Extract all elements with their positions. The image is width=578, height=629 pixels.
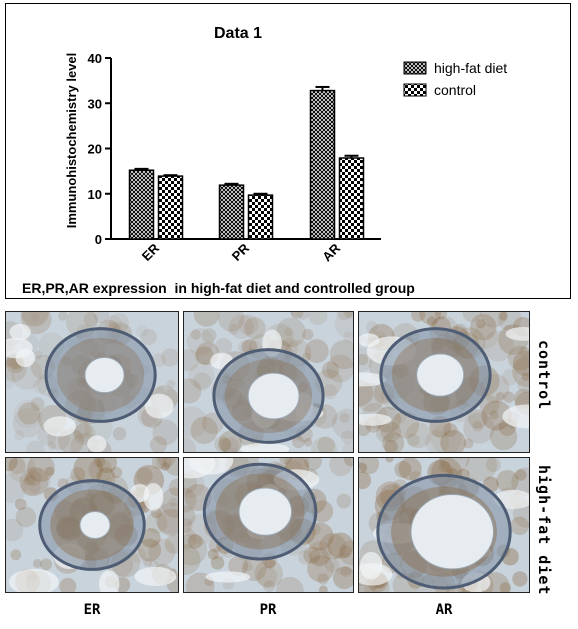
tissue-image	[359, 312, 529, 452]
row-label-control: control	[535, 340, 553, 411]
tissue-image	[359, 458, 529, 592]
tissue-image	[184, 312, 353, 452]
tissue-image	[184, 458, 353, 592]
bar-hfd-ar	[309, 89, 336, 240]
x-tick-label-ar: AR	[319, 240, 343, 264]
tissue-image	[6, 458, 178, 592]
y-axis-label: Immunohistochemistry level	[64, 53, 79, 229]
bar-control-pr	[247, 194, 274, 240]
micrograph-hfd-er	[5, 457, 179, 593]
column-label-ar: AR	[435, 602, 453, 618]
micrograph-control-ar	[358, 311, 530, 453]
y-tick-label: 0	[95, 232, 102, 247]
bar-control-ar	[338, 157, 365, 240]
legend-swatch-control	[403, 83, 427, 97]
x-tick-label-er: ER	[139, 240, 163, 264]
chart-caption: ER,PR,AR expression in high-fat diet and…	[22, 280, 415, 296]
column-label-er: ER	[83, 602, 101, 618]
micrograph-hfd-ar	[358, 457, 530, 593]
y-tick-label: 30	[88, 96, 102, 111]
bar-control-er	[157, 175, 184, 240]
x-tick-label-pr: PR	[229, 240, 253, 264]
chart-title: Data 1	[214, 25, 262, 42]
column-label-pr: PR	[259, 602, 277, 618]
micrograph-control-er	[5, 311, 179, 453]
y-tick-label: 40	[88, 51, 102, 66]
bar-hfd-pr	[218, 184, 245, 240]
bar-hfd-er	[128, 169, 155, 240]
legend-label-control: control	[434, 82, 476, 98]
legend-swatch-hfd	[403, 61, 427, 75]
micrograph-control-pr	[183, 311, 354, 453]
row-label-high-fat-diet: high-fat diet	[535, 465, 553, 596]
y-tick-label: 10	[88, 187, 102, 202]
y-tick-label: 20	[88, 142, 102, 157]
legend-label-hfd: high-fat diet	[434, 60, 507, 76]
micrograph-hfd-pr	[183, 457, 354, 593]
tissue-image	[6, 312, 178, 452]
bar-chart: Data 1 0 10 20 30 40 Immunohistochemistry leve…	[64, 25, 507, 264]
chart-panel: Data 1 0 10 20 30 40 Immunohistochemistry leve…	[5, 3, 571, 299]
